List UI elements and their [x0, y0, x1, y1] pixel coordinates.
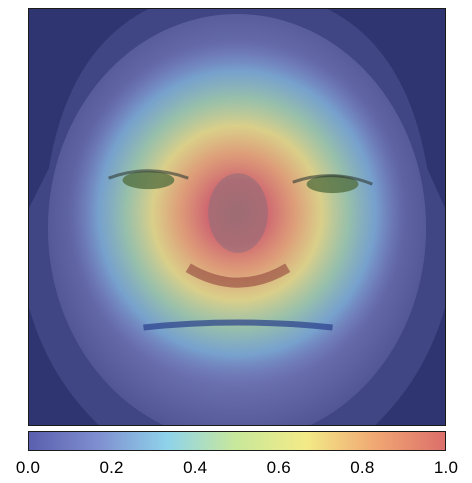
mouth	[143, 319, 333, 331]
colorbar	[28, 431, 446, 451]
nose	[208, 173, 268, 253]
right-eye	[306, 175, 359, 194]
tick-label: 0.6	[266, 458, 291, 477]
tick-label: 0.2	[99, 458, 124, 477]
face-heatmap-svg	[29, 9, 445, 425]
face-heatmap-image	[28, 8, 446, 426]
tick-label: 0.8	[350, 458, 375, 477]
colorbar-ticks: 0.0 0.2 0.4 0.6 0.8 1.0	[0, 458, 472, 478]
tick-label: 0.4	[183, 458, 208, 477]
tick-label: 0.0	[15, 458, 41, 477]
tick-label: 1.0	[433, 458, 459, 477]
left-eye	[122, 171, 175, 190]
